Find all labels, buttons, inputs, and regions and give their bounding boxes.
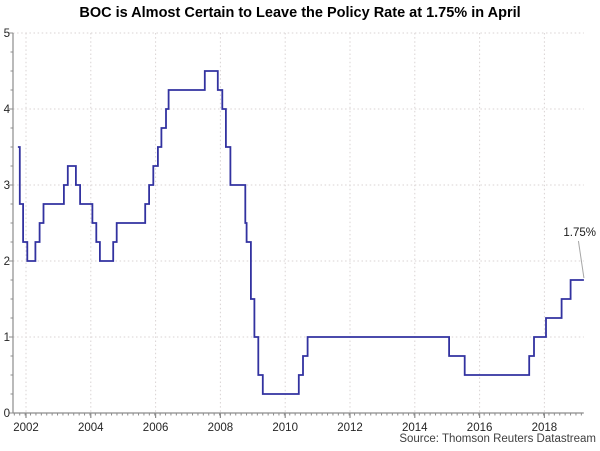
y-tick-label: 2 [4, 256, 10, 268]
x-tick-label: 2016 [467, 422, 493, 434]
policy-rate-series-line [17, 70, 584, 395]
x-tick-label: 2006 [143, 422, 169, 434]
y-tick-label: 0 [4, 408, 10, 420]
x-tick-label: 2014 [402, 422, 428, 434]
source-attribution: Source: Thomson Reuters Datastream [399, 433, 596, 445]
x-tick-label: 2012 [337, 422, 363, 434]
y-tick-label: 4 [4, 104, 11, 116]
x-tick-label: 2008 [208, 422, 234, 434]
x-tick-label: 2004 [78, 422, 104, 434]
x-tick-label: 2010 [272, 422, 298, 434]
chart-title: BOC is Almost Certain to Leave the Polic… [79, 5, 521, 21]
x-tick-label: 2002 [13, 422, 39, 434]
y-tick-label: 1 [4, 332, 10, 344]
annotation-label: 1.75% [563, 227, 596, 239]
y-tick-label: 3 [4, 180, 10, 192]
annotation-leader-line [577, 240, 585, 279]
y-tick-label: 5 [4, 28, 10, 40]
x-tick-label: 2018 [532, 422, 558, 434]
